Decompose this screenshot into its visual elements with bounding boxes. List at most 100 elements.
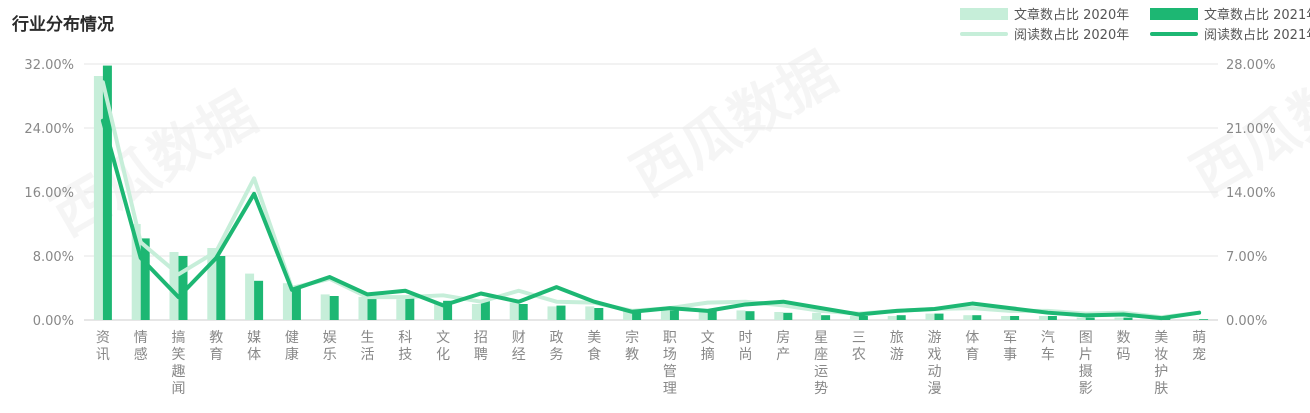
bar-article-2020 — [131, 224, 141, 320]
right-axis-tick-label: 7.00% — [1226, 250, 1267, 265]
x-axis-category-label: 文摘 — [701, 330, 715, 363]
bar-article-2021 — [367, 297, 377, 320]
bar-article-2020 — [320, 294, 330, 320]
bar-article-2021 — [707, 310, 717, 320]
bar-article-2020 — [774, 312, 784, 320]
bar-article-2021 — [821, 315, 831, 320]
x-axis-category-label: 数码 — [1117, 330, 1131, 363]
bar-article-2021 — [178, 256, 188, 320]
bar-article-2021 — [216, 256, 226, 320]
x-axis-category-label: 星座运势 — [814, 330, 828, 397]
bar-article-2020 — [434, 302, 444, 320]
left-axis-tick-label: 32.00% — [24, 58, 74, 73]
x-axis-category-label: 娱乐 — [323, 330, 337, 363]
right-axis-tick-label: 28.00% — [1226, 58, 1276, 73]
left-axis-tick-label: 16.00% — [24, 186, 74, 201]
bar-article-2020 — [849, 316, 859, 320]
bar-article-2020 — [1114, 317, 1124, 320]
bar-article-2021 — [1010, 316, 1020, 320]
x-axis-category-label: 情感 — [134, 330, 148, 363]
left-axis-tick-label: 0.00% — [33, 314, 74, 329]
legend-article-2020[interactable]: 文章数占比 2020年 — [960, 4, 1129, 23]
x-axis-category-label: 宗教 — [625, 330, 639, 363]
bar-article-2021 — [594, 308, 604, 320]
chart-title: 行业分布情况 — [12, 15, 114, 35]
x-axis-category-label: 健康 — [285, 330, 299, 363]
x-axis-category-label: 媒体 — [247, 330, 261, 363]
bar-article-2021 — [632, 310, 642, 320]
x-axis-category-label: 美食 — [587, 330, 601, 363]
bar-article-2020 — [509, 302, 519, 320]
bar-article-2020 — [963, 315, 973, 320]
bar-article-2020 — [207, 248, 217, 320]
legend-swatch-article-2021 — [1150, 7, 1198, 20]
x-axis-category-label: 美妆护肤 — [1154, 330, 1168, 397]
bar-article-2021 — [556, 305, 566, 320]
x-axis-category-label: 体育 — [965, 330, 979, 363]
x-axis-category-label: 政务 — [550, 330, 564, 363]
legend-label-read-2020: 阅读数占比 2020年 — [1014, 28, 1130, 43]
x-axis-category-label: 文化 — [436, 330, 450, 363]
bar-article-2020 — [245, 273, 255, 320]
bar-article-2020 — [736, 310, 746, 320]
bar-article-2021 — [934, 313, 944, 320]
x-axis-category-label: 财经 — [512, 330, 526, 363]
bar-article-2020 — [396, 299, 406, 320]
bar-article-2021 — [291, 288, 301, 320]
x-axis-category-label: 游戏动漫 — [928, 330, 942, 397]
legend-read-2021[interactable]: 阅读数占比 2021年 — [1150, 24, 1310, 43]
bar-article-2020 — [1076, 317, 1086, 320]
x-axis-category-label: 教育 — [209, 330, 223, 363]
bar-article-2021 — [669, 310, 679, 320]
bar-article-2021 — [972, 315, 982, 320]
legend-swatch-read-2021 — [1150, 31, 1198, 36]
bar-article-2020 — [471, 304, 481, 320]
bar-article-2020 — [358, 296, 368, 320]
x-axis-category-label: 招聘 — [474, 330, 488, 363]
x-axis-category-label: 军事 — [1003, 330, 1017, 363]
bar-article-2020 — [698, 310, 708, 320]
right-axis-tick-label: 21.00% — [1226, 122, 1276, 137]
bar-article-2020 — [1038, 316, 1048, 320]
x-axis-category-label: 搞笑趣闻 — [172, 330, 186, 397]
bar-article-2020 — [547, 306, 557, 320]
left-axis-tick-label: 24.00% — [24, 122, 74, 137]
bar-article-2021 — [518, 304, 528, 320]
line-read-2021 — [100, 118, 1202, 321]
bar-article-2021 — [480, 300, 490, 320]
legend-read-2020[interactable]: 阅读数占比 2020年 — [960, 24, 1129, 43]
bar-article-2021 — [1085, 317, 1095, 320]
x-axis-category-label: 房产 — [776, 330, 790, 363]
bar-article-2021 — [443, 300, 453, 320]
x-axis-category-label: 职场管理 — [663, 330, 677, 397]
legend-label-article-2021: 文章数占比 2021年 — [1204, 8, 1310, 23]
legend-swatch-read-2020 — [960, 31, 1008, 36]
bar-article-2020 — [282, 283, 292, 320]
bar-article-2021 — [405, 298, 415, 320]
bar-article-2020 — [660, 309, 670, 320]
bar-article-2021 — [254, 280, 264, 320]
legend-article-2021[interactable]: 文章数占比 2021年 — [1150, 4, 1310, 23]
bar-article-2021 — [745, 311, 755, 320]
legend-label-read-2021: 阅读数占比 2021年 — [1204, 28, 1310, 43]
bar-article-2020 — [169, 252, 179, 320]
line-read-2020 — [100, 80, 1202, 320]
x-axis-category-label: 汽车 — [1041, 330, 1055, 363]
x-axis-category-label: 时尚 — [739, 330, 753, 363]
bar-article-2020 — [1190, 319, 1200, 320]
x-axis-category-label: 三农 — [852, 330, 866, 363]
legend-label-article-2020: 文章数占比 2020年 — [1014, 8, 1130, 23]
x-axis-category-label: 萌宠 — [1192, 330, 1206, 363]
bar-article-2021 — [783, 312, 793, 320]
x-axis-category-label: 生活 — [361, 330, 375, 363]
bar-article-2021 — [1123, 317, 1133, 320]
bar-article-2021 — [1047, 316, 1057, 320]
right-axis-tick-label: 0.00% — [1226, 314, 1267, 329]
bar-article-2021 — [1199, 319, 1209, 320]
bar-article-2020 — [93, 76, 103, 320]
bar-article-2020 — [585, 306, 595, 320]
legend-swatch-article-2020 — [960, 7, 1008, 20]
bar-article-2021 — [102, 65, 112, 320]
x-axis-category-label: 旅游 — [890, 330, 904, 363]
